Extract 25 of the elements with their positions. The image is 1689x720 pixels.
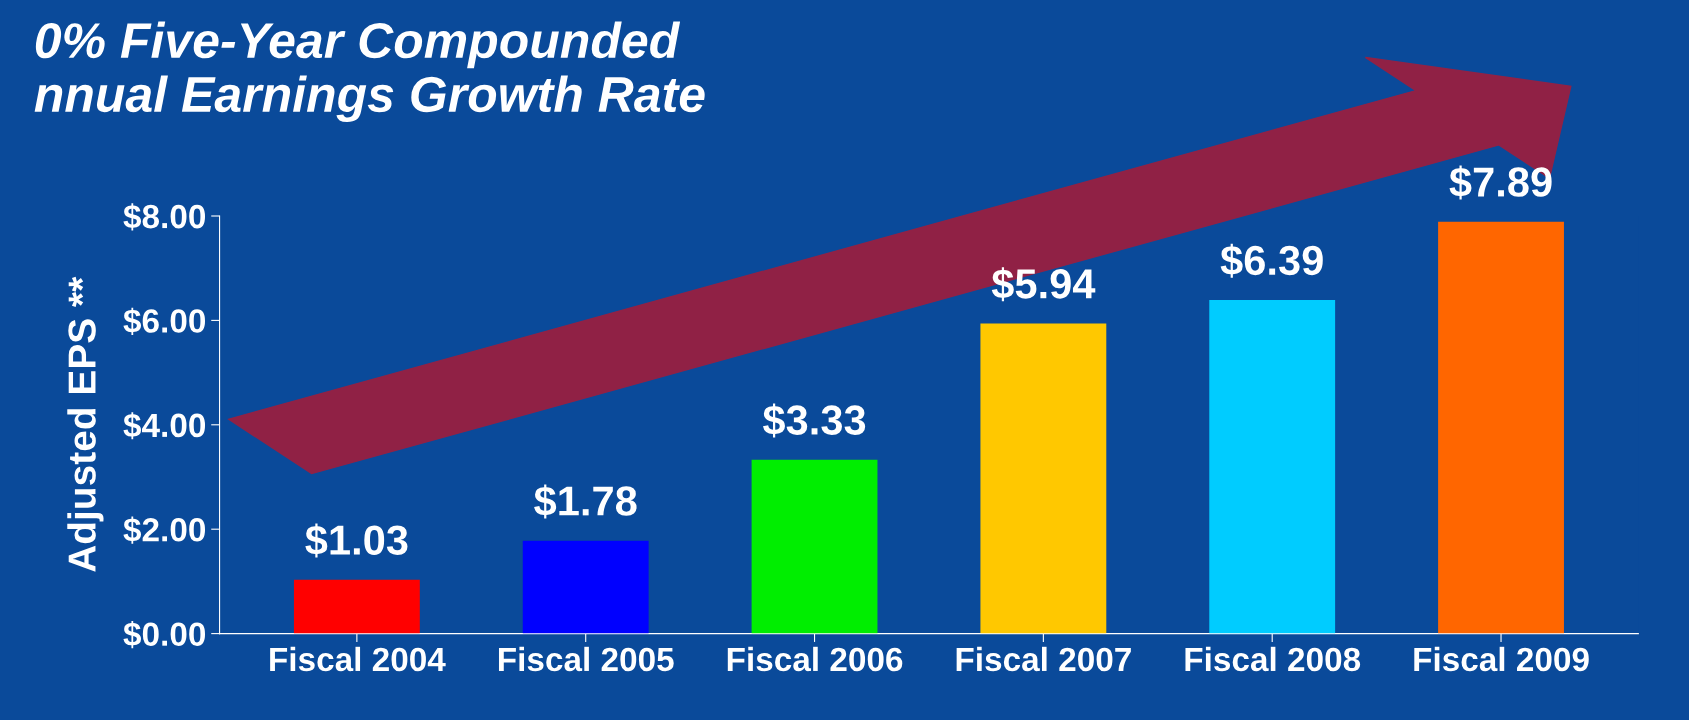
y-tick-label: $4.00 — [123, 412, 206, 440]
y-tick-label: $6.00 — [123, 307, 206, 335]
x-tick-label: Fiscal 2008 — [1185, 646, 1361, 672]
x-tick-label: Fiscal 2009 — [1414, 646, 1589, 672]
bar — [522, 540, 649, 634]
bar — [751, 459, 878, 634]
bar — [980, 323, 1107, 634]
y-tick-label: $0.00 — [123, 620, 206, 649]
data-label: $3.33 — [762, 403, 866, 438]
data-label: $6.39 — [1220, 243, 1323, 278]
bar — [1438, 221, 1564, 634]
y-axis-title: Adjusted EPS ** — [67, 276, 104, 572]
data-label: $1.78 — [534, 484, 637, 519]
y-tick-label: $8.00 — [123, 203, 206, 231]
x-tick-label: Fiscal 2004 — [270, 646, 446, 672]
chart-title: 0% Five-Year Compounded nnual Earnings Growth Rate — [34, 21, 705, 123]
bar — [293, 579, 420, 634]
y-tick-label: $2.00 — [123, 516, 206, 544]
data-label: $7.89 — [1449, 165, 1552, 200]
x-tick-label: Fiscal 2005 — [498, 646, 674, 672]
bar — [1209, 300, 1336, 634]
x-tick-label: Fiscal 2007 — [956, 646, 1131, 672]
x-tick-label: Fiscal 2006 — [727, 646, 903, 672]
data-label: $1.03 — [305, 523, 408, 558]
data-label: $5.94 — [991, 267, 1096, 302]
